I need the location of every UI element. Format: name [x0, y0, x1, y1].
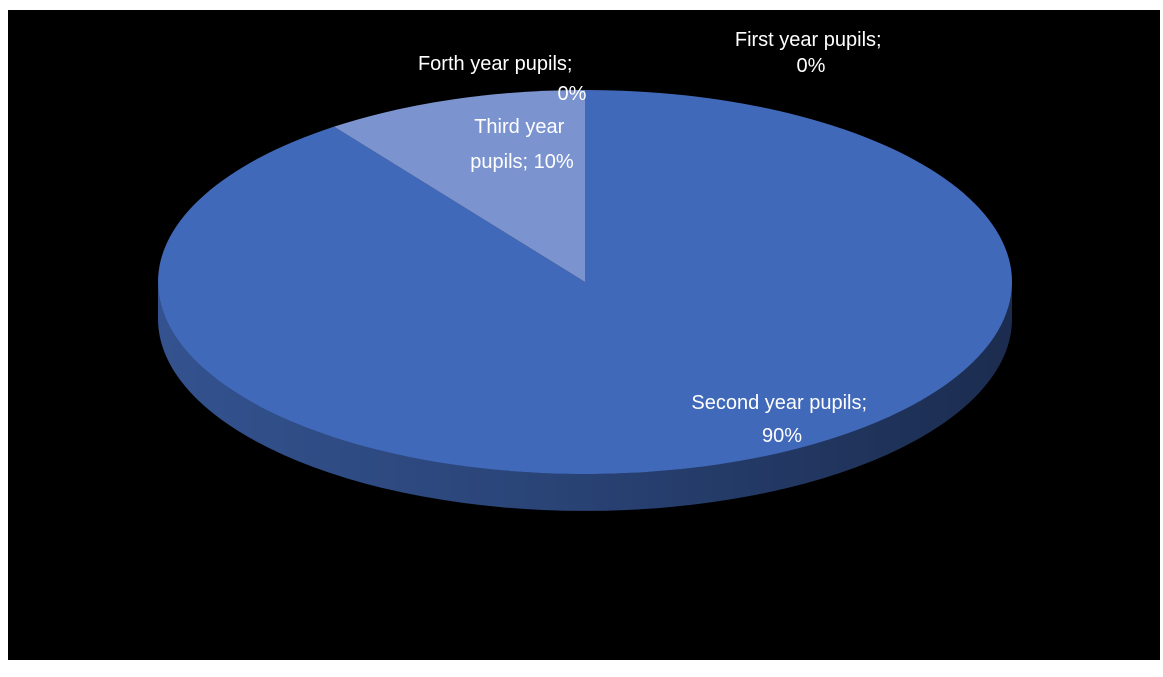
label-first-year-line2: 0% [797, 55, 826, 77]
chart-area: First year pupils; 0% Second year pupils… [8, 10, 1160, 660]
pie-slice-third-year-pupils [334, 90, 585, 282]
label-third-year-line2: pupils; 10% [470, 151, 574, 173]
label-third-year: Third year pupils; 10% [470, 116, 574, 173]
label-first-year-line1: First year pupils; [735, 29, 882, 51]
label-second-year: Second year pupils; 90% [691, 392, 872, 447]
pie-side-wall-shape [158, 282, 1012, 511]
pie-labels: First year pupils; 0% Second year pupils… [418, 29, 887, 447]
label-second-year-line1: Second year pupils; [691, 392, 867, 414]
pie-side-wall [158, 282, 1012, 511]
pie-chart: First year pupils; 0% Second year pupils… [157, 29, 1012, 511]
pie-top-face [157, 90, 1012, 474]
pie-slice-second-year-pupils [157, 90, 1012, 474]
label-forth-year: Forth year pupils; 0% [418, 53, 587, 105]
label-forth-year-line1: Forth year pupils; [418, 53, 573, 75]
label-second-year-line2: 90% [762, 425, 802, 447]
label-forth-year-line2: 0% [558, 83, 587, 105]
label-first-year: First year pupils; 0% [735, 29, 887, 77]
label-third-year-line1: Third year [474, 116, 564, 138]
